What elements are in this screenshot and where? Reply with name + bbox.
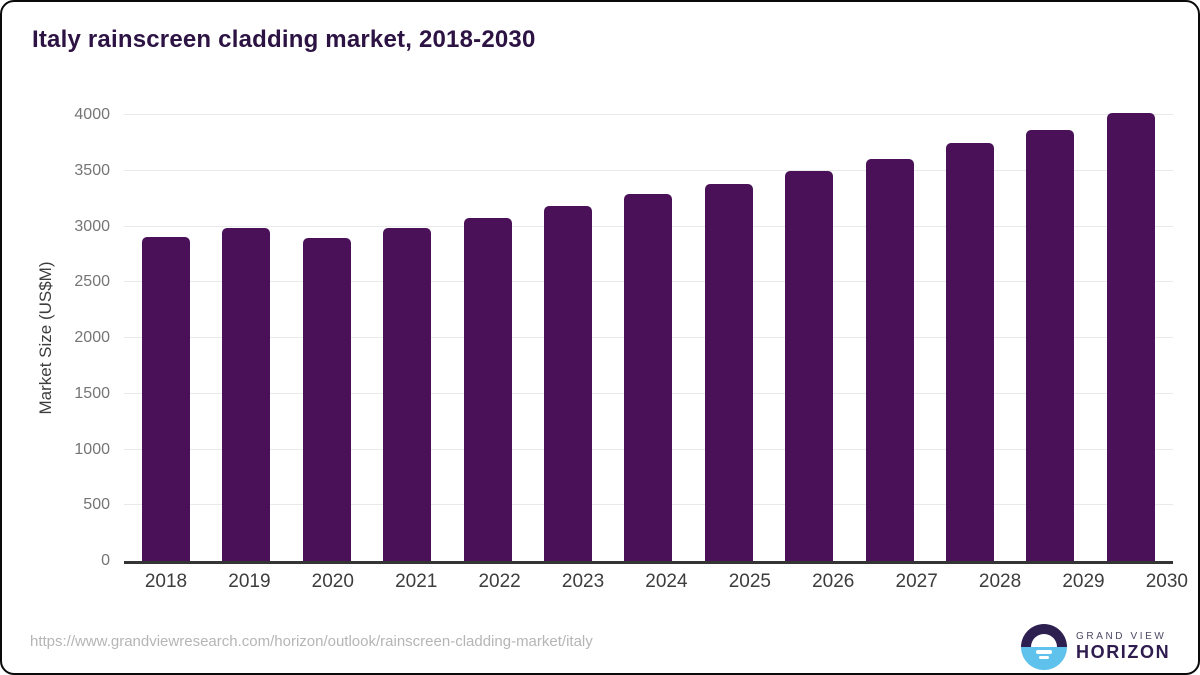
y-tick-label-4000: 4000: [74, 106, 110, 123]
x-tick-label-2027: 2027: [895, 571, 938, 592]
y-tick-label-2000: 2000: [74, 329, 110, 346]
bar-2021: [383, 227, 432, 561]
brand-name-top: GRAND VIEW: [1076, 631, 1167, 643]
bar-2020: [302, 237, 351, 561]
y-axis-tick-labels: 0 500 1000 1500 2000 2500 3000 3500 4000: [32, 106, 110, 569]
x-tick-label-2024: 2024: [645, 571, 688, 592]
x-tick-label-2018: 2018: [144, 571, 188, 592]
y-tick-label-0: 0: [101, 552, 110, 569]
bar-2030: [1106, 113, 1155, 561]
x-axis-line: [124, 561, 1173, 564]
y-tick-label-1000: 1000: [74, 440, 110, 458]
brand-name-bottom: HORIZON: [1076, 642, 1171, 663]
y-tick-label-3500: 3500: [74, 161, 110, 179]
bar-2018: [142, 236, 190, 561]
x-tick-label-2021: 2021: [395, 571, 438, 592]
bars-row: [124, 113, 1173, 561]
plot-area: [124, 113, 1173, 564]
bar-2023: [544, 206, 593, 561]
bar-2026: [785, 170, 834, 561]
x-tick-label-2022: 2022: [478, 571, 521, 592]
chart-title: Italy rainscreen cladding market, 2018-2…: [32, 26, 536, 53]
bar-2027: [865, 158, 914, 561]
brand-logo-text: GRAND VIEW HORIZON: [1076, 631, 1170, 663]
y-tick-label-2500: 2500: [74, 273, 110, 291]
x-tick-label-2019: 2019: [228, 571, 271, 592]
x-tick-label-2029: 2029: [1062, 571, 1105, 592]
brand-logo: GRAND VIEW HORIZON: [1021, 624, 1170, 670]
horizon-sun-icon: [1021, 624, 1067, 670]
gridline-3500: [124, 169, 1173, 171]
y-tick-label-500: 500: [83, 496, 110, 514]
gridline-4000: [124, 114, 1173, 115]
x-axis-tick-labels: 2018 2019 2020 2021 2022 2023 2024 2025 2026 2027…: [124, 571, 1198, 593]
bar-2029: [1026, 129, 1075, 561]
y-tick-label-3000: 3000: [74, 217, 110, 235]
x-tick-label-2030: 2030: [1145, 571, 1189, 592]
y-tick-label-1500: 1500: [74, 384, 110, 402]
bar-2019: [222, 227, 271, 561]
bar-2024: [624, 194, 673, 561]
x-tick-label-2023: 2023: [561, 571, 605, 592]
source-url: https://www.grandviewresearch.com/horizo…: [30, 633, 593, 650]
bar-2025: [704, 183, 753, 561]
x-tick-label-2026: 2026: [812, 571, 855, 592]
x-tick-label-2025: 2025: [728, 571, 771, 592]
x-tick-label-2028: 2028: [978, 571, 1022, 592]
bar-2028: [946, 143, 995, 561]
x-tick-label-2020: 2020: [311, 571, 354, 592]
bar-2022: [463, 217, 512, 561]
